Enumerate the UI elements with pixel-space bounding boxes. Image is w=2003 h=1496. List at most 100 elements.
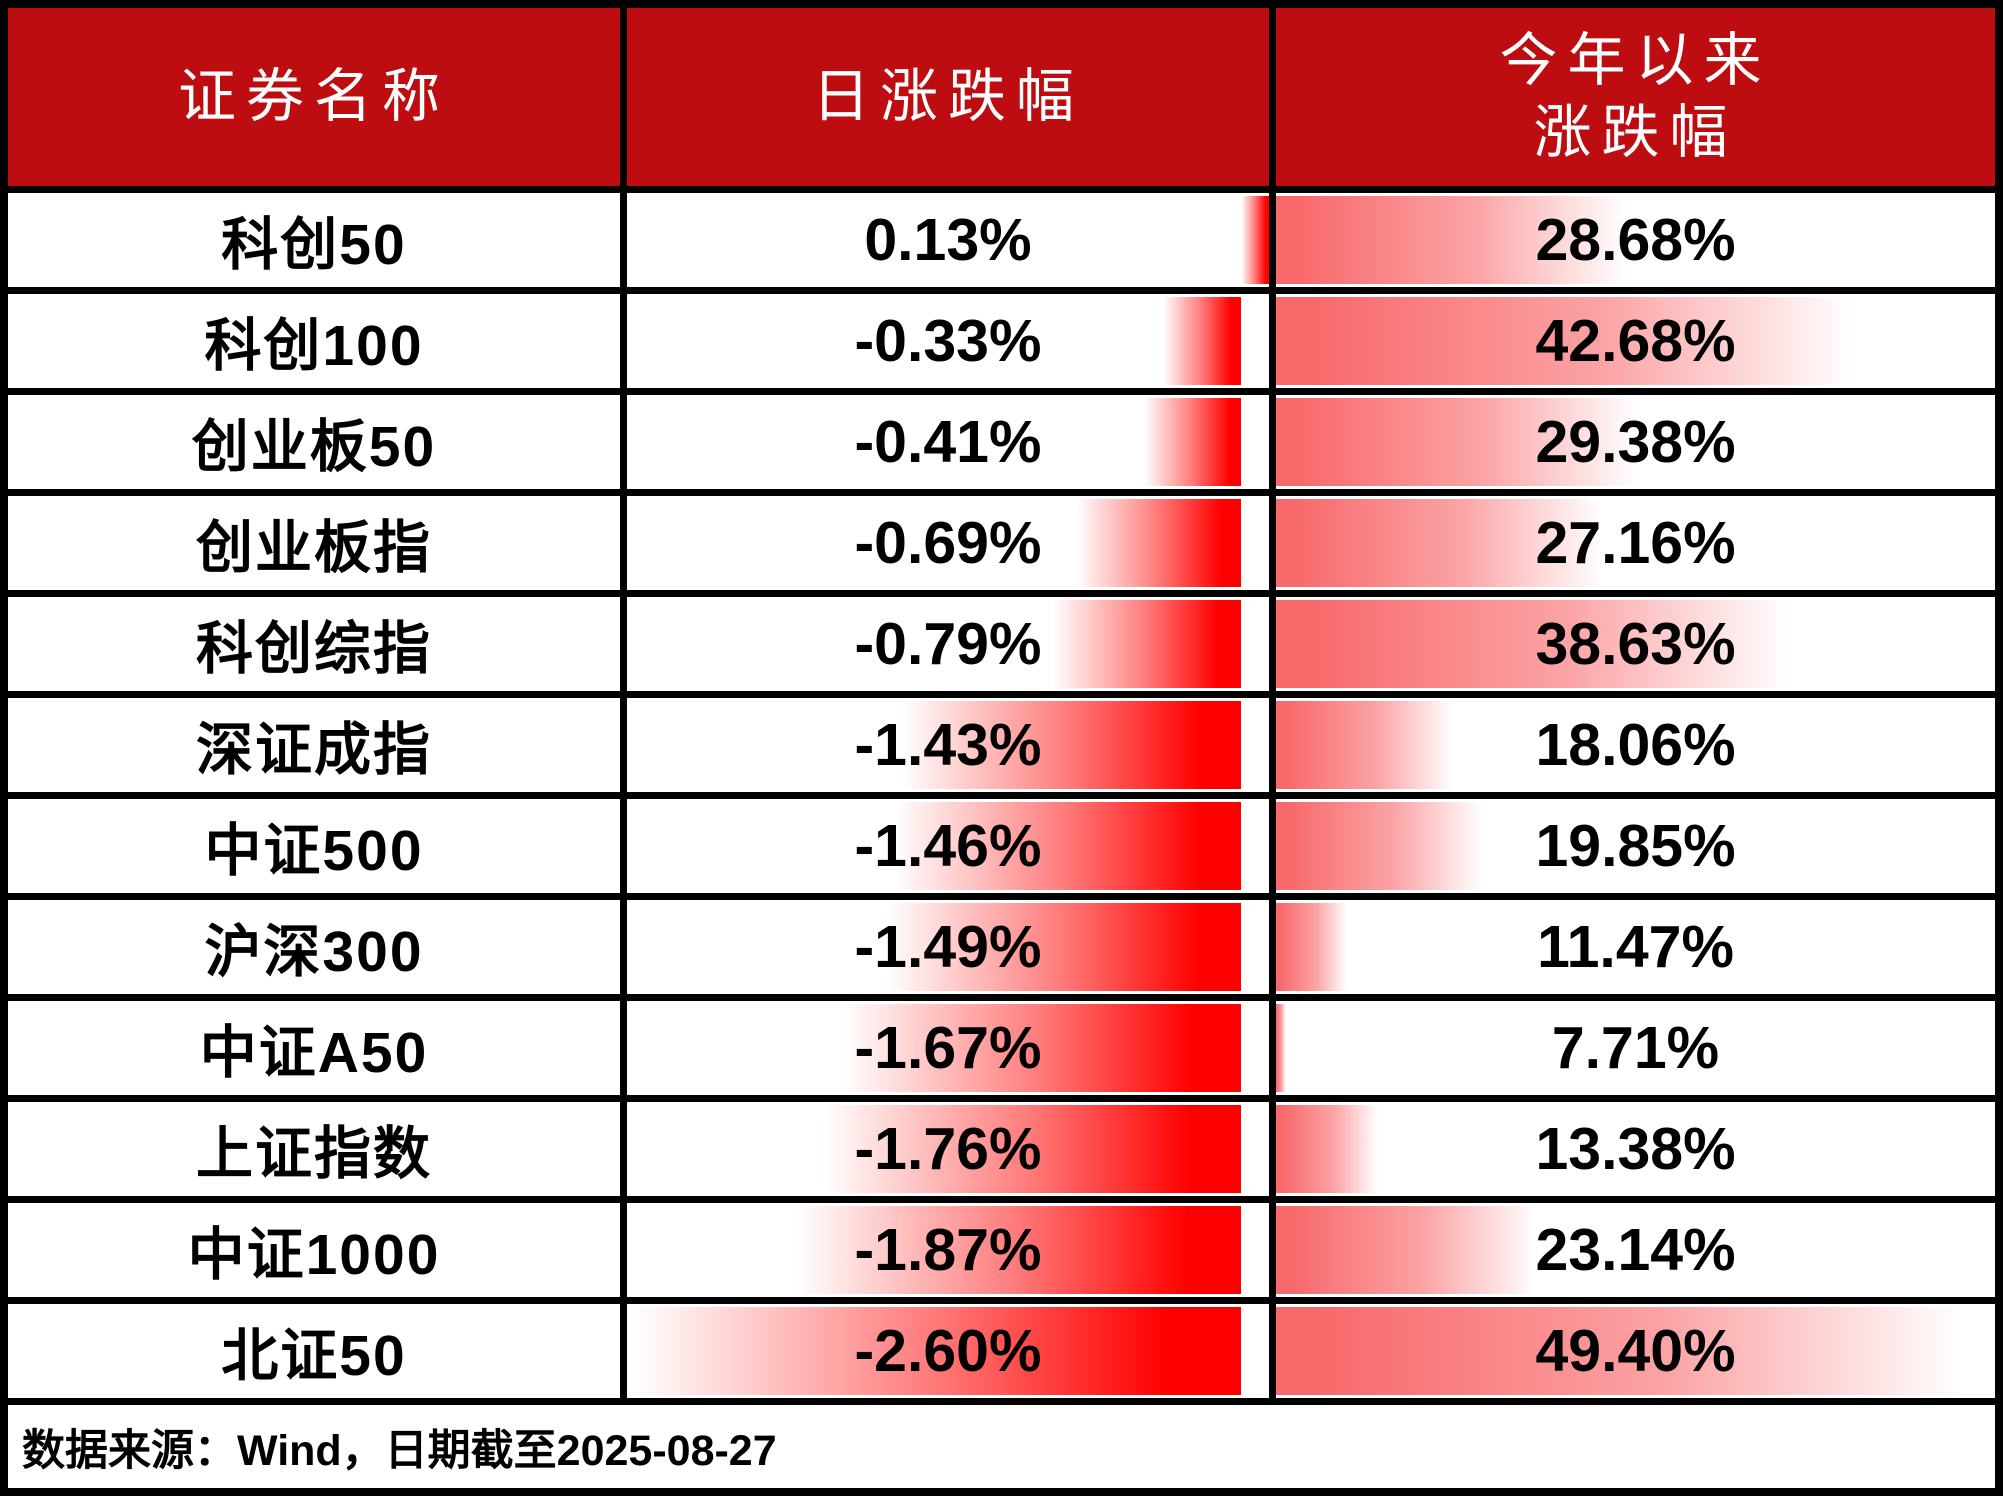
data-source-note: 数据来源：Wind，日期截至2025-08-27: [22, 1426, 777, 1475]
daily-change-value: -1.46%: [854, 813, 1042, 879]
daily-change-cell: -0.33%: [627, 294, 1269, 388]
security-name: 深证成指: [196, 718, 432, 782]
header-security-name-label: 证券名称: [177, 63, 450, 129]
ytd-change-bar: [1276, 903, 1349, 991]
daily-change-cell: -1.87%: [627, 1203, 1269, 1297]
ytd-change-value: 7.71%: [1551, 1015, 1720, 1081]
ytd-change-bar: [1276, 1105, 1381, 1193]
daily-change-cell: -0.69%: [627, 496, 1269, 590]
ytd-change-cell: 28.68%: [1276, 193, 1995, 287]
header-security-name: 证券名称: [8, 8, 620, 186]
daily-change-value: -1.76%: [854, 1116, 1042, 1182]
daily-change-value: -1.49%: [854, 914, 1042, 980]
ytd-change-cell: 13.38%: [1276, 1102, 1995, 1196]
daily-change-bar: [1161, 297, 1241, 385]
daily-change-value: -1.67%: [854, 1015, 1042, 1081]
daily-change-value: -0.33%: [854, 308, 1042, 374]
security-name: 上证指数: [196, 1122, 432, 1186]
ytd-change-bar: [1276, 196, 1638, 284]
security-name-cell: 沪深300: [8, 900, 620, 994]
ytd-change-cell: 38.63%: [1276, 597, 1995, 691]
ytd-change-value: 19.85%: [1535, 813, 1736, 879]
security-name: 创业板指: [196, 516, 432, 580]
ytd-change-cell: 7.71%: [1276, 1001, 1995, 1095]
ytd-change-value: 28.68%: [1535, 207, 1736, 273]
security-name-cell: 科创综指: [8, 597, 620, 691]
daily-change-cell: -1.67%: [627, 1001, 1269, 1095]
ytd-change-bar: [1276, 297, 1872, 385]
security-name-cell: 深证成指: [8, 698, 620, 792]
ytd-change-bar: [1276, 398, 1649, 486]
daily-change-bar: [883, 903, 1241, 991]
header-ytd-change-label: 今年以来 涨跌幅: [1499, 25, 1771, 170]
header-ytd-line1: 今年以来: [1499, 27, 1772, 93]
ytd-change-cell: 11.47%: [1276, 900, 1995, 994]
ytd-change-value: 49.40%: [1535, 1318, 1736, 1384]
ytd-change-cell: 29.38%: [1276, 395, 1995, 489]
daily-change-value: -2.60%: [854, 1318, 1042, 1384]
daily-change-bar: [627, 1307, 1241, 1395]
ytd-change-bar: [1276, 1307, 1984, 1395]
header-ytd-change: 今年以来 涨跌幅: [1276, 8, 1995, 186]
ytd-change-value: 29.38%: [1535, 409, 1736, 475]
ytd-change-value: 11.47%: [1537, 914, 1734, 980]
security-name-cell: 中证A50: [8, 1001, 620, 1095]
daily-change-cell: -1.46%: [627, 799, 1269, 893]
daily-change-cell: -1.43%: [627, 698, 1269, 792]
daily-change-cell: 0.13%: [627, 193, 1269, 287]
security-name: 创业板50: [191, 415, 437, 479]
ytd-change-value: 38.63%: [1535, 611, 1736, 677]
ytd-change-bar: [1276, 1004, 1286, 1092]
header-ytd-line2: 涨跌幅: [1533, 100, 1738, 165]
ytd-change-bar: [1276, 802, 1490, 890]
ytd-change-value: 42.68%: [1535, 308, 1736, 374]
ytd-change-cell: 49.40%: [1276, 1304, 1995, 1398]
daily-change-value: -1.43%: [854, 712, 1042, 778]
ytd-change-bar: [1276, 600, 1804, 688]
daily-change-bar: [890, 802, 1241, 890]
security-name: 北证50: [221, 1324, 407, 1388]
ytd-change-cell: 42.68%: [1276, 294, 1995, 388]
daily-change-value: -0.41%: [854, 409, 1042, 475]
daily-change-bar: [840, 1004, 1241, 1092]
ytd-change-cell: 18.06%: [1276, 698, 1995, 792]
daily-change-value: 0.13%: [864, 207, 1032, 273]
daily-change-value: -0.79%: [854, 611, 1042, 677]
daily-change-bar: [1075, 499, 1241, 587]
daily-change-bar: [897, 701, 1241, 789]
ytd-change-bar: [1276, 701, 1460, 789]
daily-change-cell: -0.41%: [627, 395, 1269, 489]
daily-change-value: -0.69%: [854, 510, 1042, 576]
daily-change-bar: [1240, 196, 1269, 284]
ytd-change-value: 13.38%: [1535, 1116, 1736, 1182]
security-name-cell: 北证50: [8, 1304, 620, 1398]
daily-change-cell: -1.76%: [627, 1102, 1269, 1196]
security-name: 中证1000: [187, 1223, 441, 1287]
security-name: 中证500: [204, 819, 424, 883]
security-name-cell: 创业板指: [8, 496, 620, 590]
security-name: 科创100: [204, 314, 424, 378]
security-name-cell: 中证1000: [8, 1203, 620, 1297]
security-name-cell: 中证500: [8, 799, 620, 893]
ytd-change-value: 23.14%: [1535, 1217, 1736, 1283]
security-name: 中证A50: [199, 1021, 429, 1085]
security-name: 科创综指: [196, 617, 432, 681]
daily-change-bar: [792, 1206, 1241, 1294]
daily-change-cell: -2.60%: [627, 1304, 1269, 1398]
daily-change-cell: -0.79%: [627, 597, 1269, 691]
table-footer: 数据来源：Wind，日期截至2025-08-27: [8, 1405, 1995, 1488]
header-daily-change-label: 日涨跌幅: [811, 63, 1084, 129]
daily-change-bar: [818, 1105, 1241, 1193]
daily-change-bar: [1142, 398, 1241, 486]
security-name: 沪深300: [204, 920, 424, 984]
ytd-change-value: 18.06%: [1535, 712, 1736, 778]
ytd-change-cell: 19.85%: [1276, 799, 1995, 893]
security-name-cell: 上证指数: [8, 1102, 620, 1196]
daily-change-bar: [1051, 600, 1241, 688]
ytd-change-bar: [1276, 1206, 1545, 1294]
daily-change-cell: -1.49%: [627, 900, 1269, 994]
ytd-change-cell: 27.16%: [1276, 496, 1995, 590]
ytd-change-bar: [1276, 499, 1612, 587]
ytd-change-value: 27.16%: [1535, 510, 1736, 576]
